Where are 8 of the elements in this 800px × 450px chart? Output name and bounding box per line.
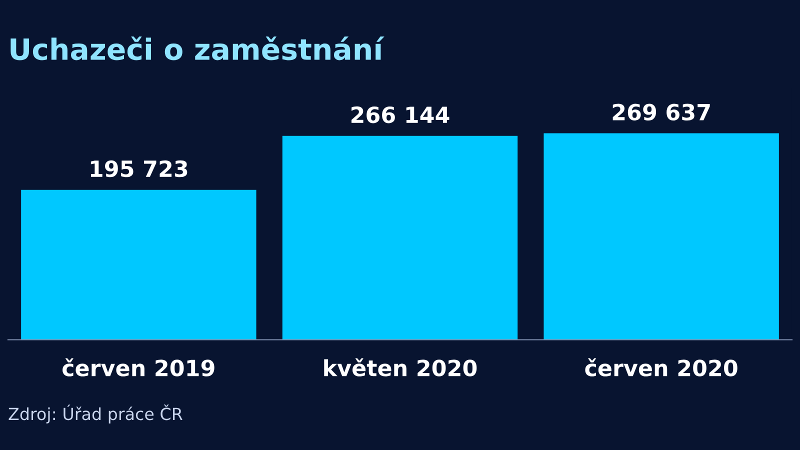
x-tick-label: květen 2020: [324, 358, 477, 376]
data-label: 195 723: [90, 160, 188, 178]
x-tick-label: červen 2019: [62, 358, 214, 376]
x-tick-label: červen 2020: [585, 358, 738, 376]
data-label: 266 144: [352, 106, 450, 124]
data-label: 269 637: [612, 104, 710, 121]
text: Zdroj: Úřad práce ČR: [8, 404, 182, 424]
chart-title: Uchazeči o zaměstnání: [10, 36, 384, 60]
